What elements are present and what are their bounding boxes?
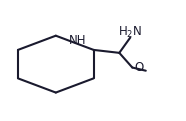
Text: O: O [134,61,143,74]
Text: NH: NH [69,34,86,47]
Text: H$_2$N: H$_2$N [118,25,142,40]
